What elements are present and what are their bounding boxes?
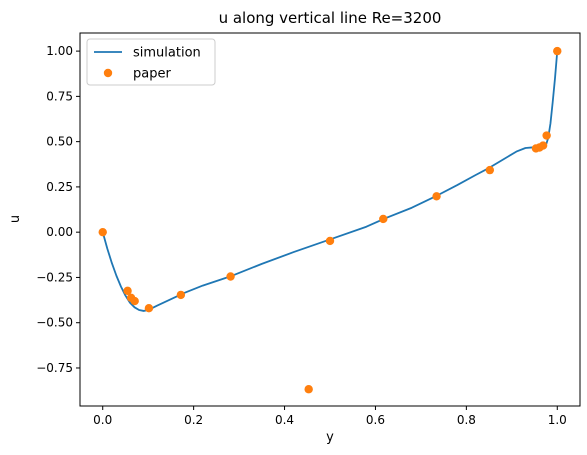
data-point-paper [485,165,495,175]
data-point-paper [379,214,388,224]
x-tick-label: 0.8 [457,413,476,427]
x-tick-label: 1.0 [548,413,567,427]
y-tick-label: 0.25 [46,180,73,194]
y-tick-label: −0.25 [36,270,73,284]
data-point-paper [144,304,154,313]
data-point-paper [432,192,441,201]
legend-swatch-paper [103,68,113,78]
x-tick-label: 0.4 [275,413,294,427]
y-tick-label: −0.50 [36,316,73,330]
x-tick-label: 0.2 [184,413,203,427]
legend-label-simulation: simulation [133,46,201,61]
data-point-paper [98,227,107,237]
chart-title: u along vertical line Re=3200 [219,9,442,27]
data-point-paper [304,385,313,394]
y-tick-label: 0.00 [46,225,73,239]
legend-label-paper: paper [133,67,171,82]
data-point-paper [325,236,335,246]
data-point-paper [130,296,139,306]
x-tick-label: 0.6 [366,413,385,427]
plot-frame [79,32,581,407]
series-line-simulation [101,51,559,312]
x-tick-label: 0.0 [93,413,112,427]
y-axis-label: u [8,215,23,223]
data-point-paper [226,272,235,281]
data-point-paper [176,290,186,300]
legend: simulation paper [86,38,216,86]
data-point-paper [538,141,548,150]
y-tick-label: 0.50 [46,135,73,149]
data-point-paper [553,46,562,56]
y-tick-label: 1.00 [46,44,73,58]
y-tick-label: 0.75 [46,89,73,103]
x-axis-label: y [326,430,334,445]
data-point-paper [123,286,132,296]
data-point-paper [542,131,551,140]
legend-box [86,38,216,86]
y-tick-label: −0.75 [36,361,73,375]
